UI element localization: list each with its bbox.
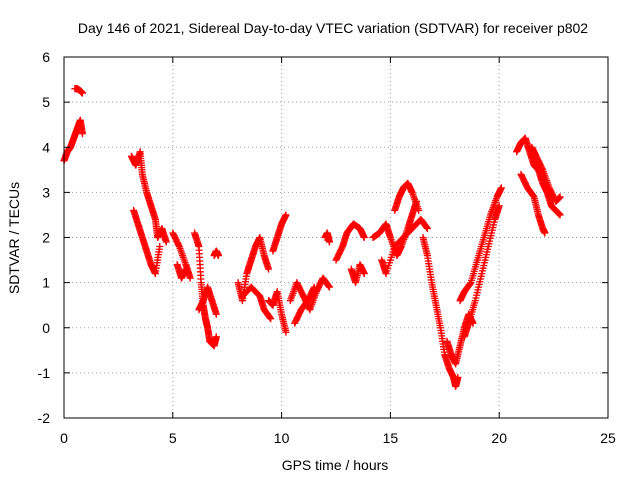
y-tick-label: -2 — [38, 410, 51, 426]
x-tick-label: 20 — [491, 430, 507, 446]
data-point — [182, 265, 190, 273]
y-tick-label: 2 — [42, 230, 50, 246]
data-point — [78, 89, 86, 97]
y-tick-label: 5 — [42, 94, 50, 110]
data-point — [325, 282, 333, 290]
data-point — [162, 238, 170, 246]
data-point — [423, 224, 431, 232]
x-tick-label: 0 — [60, 430, 68, 446]
data-point — [310, 284, 318, 292]
data-series — [60, 85, 564, 390]
chart-title: Day 146 of 2021, Sidereal Day-to-day VTE… — [78, 20, 588, 36]
data-point — [186, 274, 194, 282]
data-point — [156, 243, 164, 251]
data-point — [423, 224, 431, 232]
data-point — [265, 265, 273, 273]
y-axis-label: SDTVAR / TECUs — [6, 182, 22, 294]
grid-lines — [64, 57, 608, 418]
x-axis-label: GPS time / hours — [282, 457, 389, 473]
data-point — [282, 328, 290, 336]
data-point — [310, 283, 318, 291]
data-point — [325, 283, 333, 291]
data-point — [454, 373, 462, 381]
data-point — [212, 333, 220, 341]
data-point — [212, 310, 220, 318]
data-point — [538, 164, 546, 172]
x-tick-label: 15 — [383, 430, 399, 446]
data-point — [360, 270, 368, 278]
data-point — [325, 238, 333, 246]
x-tick-label: 5 — [169, 430, 177, 446]
data-point — [541, 229, 549, 237]
data-point — [556, 193, 564, 201]
x-tick-label: 25 — [600, 430, 616, 446]
data-point — [495, 202, 503, 210]
data-point — [466, 280, 474, 288]
y-tick-label: 3 — [42, 184, 50, 200]
x-tick-label: 10 — [274, 430, 290, 446]
y-tick-label: 4 — [42, 139, 50, 155]
axis-ticks: 0 5 10 15 20 25 -2 -1 0 1 2 3 4 5 6 — [38, 49, 616, 446]
data-point — [282, 211, 290, 219]
y-tick-label: 6 — [42, 49, 50, 65]
data-point — [497, 184, 505, 192]
y-tick-label: 1 — [42, 275, 50, 291]
data-point — [415, 206, 423, 214]
data-point — [78, 130, 86, 138]
data-point — [556, 211, 564, 219]
y-tick-label: 0 — [42, 320, 50, 336]
data-point — [267, 315, 275, 323]
data-point — [360, 234, 368, 241]
data-point — [266, 314, 274, 322]
data-point — [175, 241, 183, 249]
data-point — [214, 252, 222, 260]
y-tick-label: -1 — [38, 365, 51, 381]
